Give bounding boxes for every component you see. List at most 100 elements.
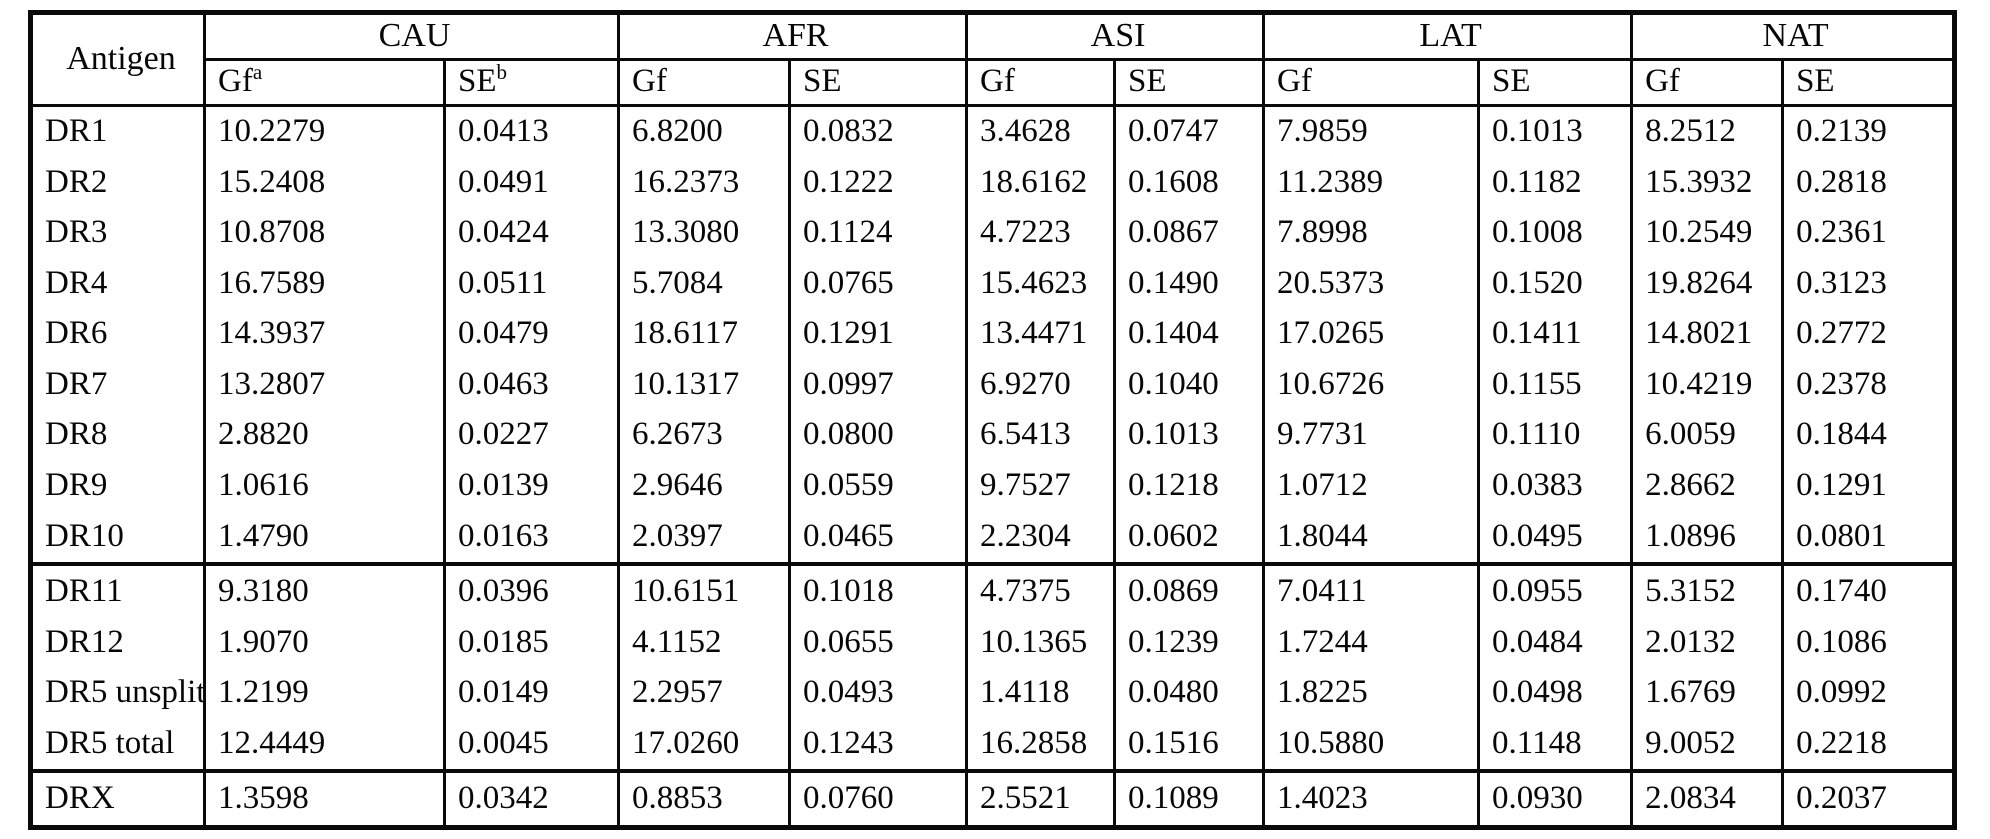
cell-dr6-cau-se: 0.0479 bbox=[442, 309, 619, 360]
cell-dr9-asi-gf: 9.7527 bbox=[965, 460, 1115, 512]
cell-dr7-afr-se: 0.0997 bbox=[788, 359, 967, 411]
cell-dr11-afr-se: 0.1018 bbox=[788, 562, 967, 618]
footnote-marker-b: b bbox=[496, 60, 508, 85]
cell-dr9-afr-se: 0.0559 bbox=[788, 460, 967, 512]
antigen-cell-dr9: DR9 bbox=[29, 460, 205, 512]
metric-label: Gf bbox=[632, 63, 667, 100]
table-row-dr4: DR4 16.7589 0.0511 5.7084 0.0765 15.4623 0.149… bbox=[29, 258, 1955, 310]
cell-dr12-cau-se: 0.0185 bbox=[442, 617, 619, 668]
table-row-dr1: DR1 10.2279 0.0413 6.8200 0.0832 3.4628 0.0747… bbox=[29, 105, 1955, 158]
cell-dr7-asi-se: 0.1040 bbox=[1113, 359, 1264, 411]
cell-dr10-asi-gf: 2.2304 bbox=[965, 511, 1115, 565]
metric-header-lat-se: SE bbox=[1477, 59, 1632, 107]
footnote-marker-a: a bbox=[252, 60, 263, 85]
cell-dr4-cau-gf: 16.7589 bbox=[203, 258, 445, 310]
cell-dr8-lat-se: 0.1110 bbox=[1477, 410, 1632, 461]
cell-dr3-asi-se: 0.0867 bbox=[1113, 208, 1264, 259]
cell-dr1-nat-se: 0.2139 bbox=[1781, 105, 1955, 158]
cell-dr10-cau-se: 0.0163 bbox=[442, 511, 619, 565]
cell-dr3-afr-gf: 13.3080 bbox=[617, 208, 790, 259]
cell-dr4-nat-gf: 19.8264 bbox=[1630, 258, 1783, 310]
cell-dr4-asi-se: 0.1490 bbox=[1113, 258, 1264, 310]
cell-drx-cau-gf: 1.3598 bbox=[203, 769, 445, 828]
group-header-nat: NAT bbox=[1630, 12, 1955, 62]
cell-dr5-unsplit-cau-se: 0.0149 bbox=[442, 667, 619, 719]
cell-dr8-cau-gf: 2.8820 bbox=[203, 410, 445, 461]
metric-header-nat-se: SE bbox=[1781, 59, 1955, 107]
cell-dr1-afr-gf: 6.8200 bbox=[617, 105, 790, 158]
antigen-gene-frequency-table: Antigen CAU AFR ASI LAT NAT Gfa SEb Gf SE Gf SE Gf… bbox=[28, 10, 1958, 830]
antigen-cell-dr2: DR2 bbox=[29, 157, 205, 209]
cell-dr4-afr-se: 0.0765 bbox=[788, 258, 967, 310]
cell-dr10-cau-gf: 1.4790 bbox=[203, 511, 445, 565]
cell-dr4-afr-gf: 5.7084 bbox=[617, 258, 790, 310]
cell-dr1-cau-gf: 10.2279 bbox=[203, 105, 445, 158]
cell-dr11-asi-gf: 4.7375 bbox=[965, 562, 1115, 618]
antigen-cell-dr5-total: DR5 total bbox=[29, 718, 205, 772]
cell-dr7-lat-se: 0.1155 bbox=[1477, 359, 1632, 411]
cell-dr6-afr-se: 0.1291 bbox=[788, 309, 967, 360]
cell-dr5-unsplit-afr-gf: 2.2957 bbox=[617, 667, 790, 719]
cell-dr7-nat-gf: 10.4219 bbox=[1630, 359, 1783, 411]
cell-dr11-lat-se: 0.0955 bbox=[1477, 562, 1632, 618]
cell-dr12-asi-se: 0.1239 bbox=[1113, 617, 1264, 668]
cell-dr5-unsplit-asi-se: 0.0480 bbox=[1113, 667, 1264, 719]
cell-dr5-total-cau-gf: 12.4449 bbox=[203, 718, 445, 772]
metric-label: Gf bbox=[980, 63, 1015, 100]
metric-label: SE bbox=[1128, 63, 1167, 100]
cell-dr5-total-asi-gf: 16.2858 bbox=[965, 718, 1115, 772]
cell-dr7-lat-gf: 10.6726 bbox=[1262, 359, 1479, 411]
metric-header-asi-se: SE bbox=[1113, 59, 1264, 107]
cell-dr10-nat-gf: 1.0896 bbox=[1630, 511, 1783, 565]
antigen-cell-dr1: DR1 bbox=[29, 105, 205, 158]
cell-dr2-afr-gf: 16.2373 bbox=[617, 157, 790, 209]
table-row-dr6: DR6 14.3937 0.0479 18.6117 0.1291 13.4471 0.14… bbox=[29, 309, 1955, 360]
cell-dr11-lat-gf: 7.0411 bbox=[1262, 562, 1479, 618]
cell-dr11-nat-se: 0.1740 bbox=[1781, 562, 1955, 618]
table-row-dr5-total: DR5 total 12.4449 0.0045 17.0260 0.1243 16.28… bbox=[29, 718, 1955, 772]
cell-drx-asi-gf: 2.5521 bbox=[965, 769, 1115, 828]
table-row-dr10: DR10 1.4790 0.0163 2.0397 0.0465 2.2304 0.0602… bbox=[29, 511, 1955, 565]
cell-dr11-asi-se: 0.0869 bbox=[1113, 562, 1264, 618]
cell-dr9-lat-se: 0.0383 bbox=[1477, 460, 1632, 512]
cell-dr9-asi-se: 0.1218 bbox=[1113, 460, 1264, 512]
cell-dr12-nat-se: 0.1086 bbox=[1781, 617, 1955, 668]
cell-dr12-afr-gf: 4.1152 bbox=[617, 617, 790, 668]
cell-dr5-unsplit-lat-gf: 1.8225 bbox=[1262, 667, 1479, 719]
cell-dr1-cau-se: 0.0413 bbox=[442, 105, 619, 158]
cell-dr3-nat-se: 0.2361 bbox=[1781, 208, 1955, 259]
cell-dr7-cau-se: 0.0463 bbox=[442, 359, 619, 411]
cell-dr7-cau-gf: 13.2807 bbox=[203, 359, 445, 411]
cell-dr2-lat-gf: 11.2389 bbox=[1262, 157, 1479, 209]
antigen-cell-dr3: DR3 bbox=[29, 208, 205, 259]
cell-dr12-lat-gf: 1.7244 bbox=[1262, 617, 1479, 668]
table-row-dr9: DR9 1.0616 0.0139 2.9646 0.0559 9.7527 0.1218 1… bbox=[29, 460, 1955, 512]
cell-dr3-lat-se: 0.1008 bbox=[1477, 208, 1632, 259]
cell-dr1-asi-gf: 3.4628 bbox=[965, 105, 1115, 158]
cell-dr6-nat-se: 0.2772 bbox=[1781, 309, 1955, 360]
cell-dr8-asi-gf: 6.5413 bbox=[965, 410, 1115, 461]
cell-dr1-asi-se: 0.0747 bbox=[1113, 105, 1264, 158]
cell-drx-lat-se: 0.0930 bbox=[1477, 769, 1632, 828]
cell-dr5-total-nat-se: 0.2218 bbox=[1781, 718, 1955, 772]
cell-dr6-lat-gf: 17.0265 bbox=[1262, 309, 1479, 360]
cell-drx-afr-se: 0.0760 bbox=[788, 769, 967, 828]
cell-drx-asi-se: 0.1089 bbox=[1113, 769, 1264, 828]
antigen-cell-dr7: DR7 bbox=[29, 359, 205, 411]
column-header-antigen: Antigen bbox=[29, 12, 205, 107]
cell-dr6-asi-se: 0.1404 bbox=[1113, 309, 1264, 360]
group-header-lat: LAT bbox=[1262, 12, 1632, 62]
group-header-cau: CAU bbox=[202, 12, 619, 62]
cell-dr8-nat-se: 0.1844 bbox=[1781, 410, 1955, 461]
table-row-dr12: DR12 1.9070 0.0185 4.1152 0.0655 10.1365 0.123… bbox=[29, 617, 1955, 668]
metric-header-lat-gf: Gf bbox=[1262, 59, 1479, 107]
metric-header-nat-gf: Gf bbox=[1630, 59, 1783, 107]
cell-dr2-afr-se: 0.1222 bbox=[788, 157, 967, 209]
cell-dr9-nat-gf: 2.8662 bbox=[1630, 460, 1783, 512]
table-row-dr8: DR8 2.8820 0.0227 6.2673 0.0800 6.5413 0.1013 9… bbox=[29, 410, 1955, 461]
cell-dr10-nat-se: 0.0801 bbox=[1781, 511, 1955, 565]
cell-dr11-cau-gf: 9.3180 bbox=[203, 562, 445, 618]
cell-dr10-afr-se: 0.0465 bbox=[788, 511, 967, 565]
table-row-drx: DRX 1.3598 0.0342 0.8853 0.0760 2.5521 0.1089 1… bbox=[29, 769, 1955, 828]
table-row-dr5-unsplit: DR5 unsplit 1.2199 0.0149 2.2957 0.0493 1.411… bbox=[29, 667, 1955, 719]
